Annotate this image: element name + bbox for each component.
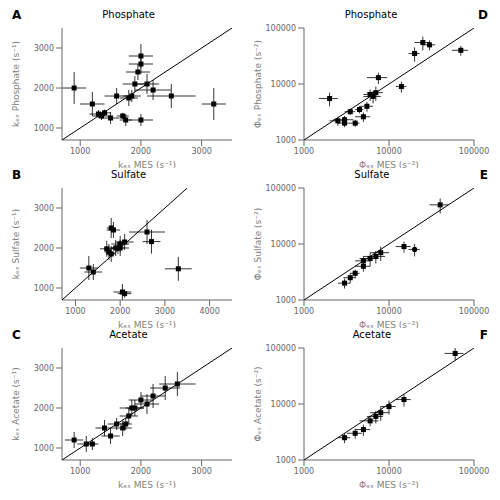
svg-text:1000: 1000 bbox=[65, 307, 85, 316]
svg-text:2000: 2000 bbox=[34, 404, 54, 413]
svg-text:Φₑₓ MES (s⁻²): Φₑₓ MES (s⁻²) bbox=[359, 480, 419, 488]
html-text:Acetate: Acetate bbox=[352, 329, 392, 340]
svg-text:Φₑₓ MES (s⁻²): Φₑₓ MES (s⁻²) bbox=[359, 320, 419, 328]
svg-text:kₑₓ MES (s⁻¹): kₑₓ MES (s⁻¹) bbox=[118, 320, 176, 328]
html-text:Acetate: Acetate bbox=[109, 329, 148, 340]
svg-text:1000: 1000 bbox=[294, 467, 314, 476]
svg-text:Φₑₓ Acetate (s⁻²): Φₑₓ Acetate (s⁻²) bbox=[253, 366, 263, 441]
svg-text:kₑₓ Sulfate (s⁻¹): kₑₓ Sulfate (s⁻¹) bbox=[11, 209, 21, 279]
html-text:F: F bbox=[479, 328, 488, 342]
svg-text:3000: 3000 bbox=[34, 44, 54, 53]
svg-text:3000: 3000 bbox=[191, 467, 211, 476]
svg-text:10000: 10000 bbox=[271, 80, 296, 89]
svg-text:1000: 1000 bbox=[34, 124, 54, 133]
html-text:Phosphate: Phosphate bbox=[102, 9, 155, 20]
svg-text:100000: 100000 bbox=[459, 307, 490, 316]
html-text:Sulfate: Sulfate bbox=[111, 169, 147, 180]
svg-text:100000: 100000 bbox=[459, 467, 490, 476]
svg-text:1000: 1000 bbox=[70, 467, 90, 476]
svg-text:2000: 2000 bbox=[131, 467, 151, 476]
svg-text:10000: 10000 bbox=[376, 467, 401, 476]
svg-text:10000: 10000 bbox=[271, 240, 296, 249]
svg-text:1000: 1000 bbox=[276, 296, 296, 305]
html-text:Sulfate: Sulfate bbox=[354, 169, 390, 180]
svg-text:3000: 3000 bbox=[155, 307, 175, 316]
svg-text:2000: 2000 bbox=[34, 244, 54, 253]
svg-text:kₑₓ MES (s⁻¹): kₑₓ MES (s⁻¹) bbox=[118, 160, 176, 168]
svg-text:100000: 100000 bbox=[459, 147, 490, 156]
svg-text:2000: 2000 bbox=[131, 147, 151, 156]
svg-text:1000: 1000 bbox=[70, 147, 90, 156]
html-text:C: C bbox=[12, 328, 21, 342]
svg-text:1000: 1000 bbox=[276, 456, 296, 465]
svg-text:100000: 100000 bbox=[265, 344, 296, 353]
svg-text:Φₑₓ MES (s⁻²): Φₑₓ MES (s⁻²) bbox=[359, 160, 419, 168]
html-text:E: E bbox=[479, 168, 488, 182]
svg-text:3000: 3000 bbox=[191, 147, 211, 156]
svg-text:Φₑₓ Phosphate (s⁻²): Φₑₓ Phosphate (s⁻²) bbox=[253, 40, 263, 128]
svg-text:2000: 2000 bbox=[110, 307, 130, 316]
svg-text:100000: 100000 bbox=[265, 24, 296, 33]
svg-text:1000: 1000 bbox=[294, 147, 314, 156]
svg-text:10000: 10000 bbox=[376, 147, 401, 156]
svg-text:10000: 10000 bbox=[376, 307, 401, 316]
html-text:B: B bbox=[12, 168, 22, 182]
svg-text:100000: 100000 bbox=[265, 184, 296, 193]
html-text:D: D bbox=[478, 8, 488, 22]
svg-text:1000: 1000 bbox=[34, 284, 54, 293]
svg-text:Φₑₓ Sulfate (s⁻²): Φₑₓ Sulfate (s⁻²) bbox=[253, 208, 263, 280]
svg-text:10000: 10000 bbox=[271, 400, 296, 409]
svg-text:2000: 2000 bbox=[34, 84, 54, 93]
svg-text:kₑₓ Phosphate (s⁻¹): kₑₓ Phosphate (s⁻¹) bbox=[11, 41, 21, 127]
svg-text:1000: 1000 bbox=[294, 307, 314, 316]
svg-text:kₑₓ MES (s⁻¹): kₑₓ MES (s⁻¹) bbox=[118, 480, 176, 488]
html-text:A: A bbox=[12, 8, 22, 22]
svg-text:1000: 1000 bbox=[34, 444, 54, 453]
html-text:Phosphate: Phosphate bbox=[344, 9, 398, 20]
svg-text:kₑₓ Acetate (s⁻¹): kₑₓ Acetate (s⁻¹) bbox=[11, 367, 21, 440]
svg-text:3000: 3000 bbox=[34, 364, 54, 373]
svg-text:4000: 4000 bbox=[199, 307, 219, 316]
svg-text:3000: 3000 bbox=[34, 204, 54, 213]
svg-text:1000: 1000 bbox=[276, 136, 296, 145]
